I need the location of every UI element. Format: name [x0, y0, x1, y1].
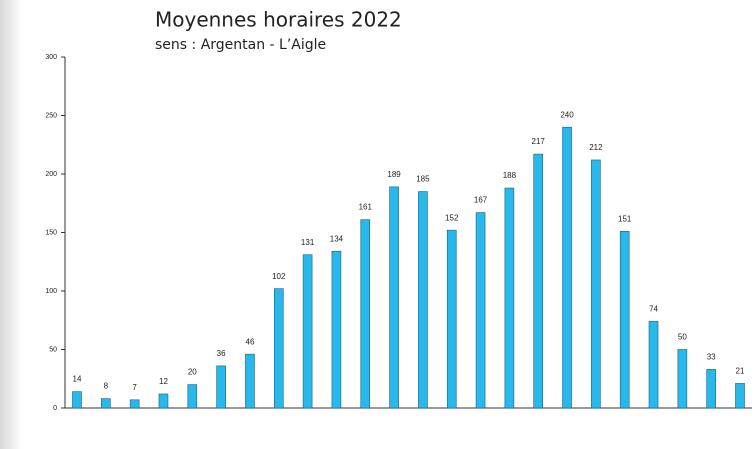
value-label: 217: [532, 137, 546, 146]
value-label: 20: [188, 368, 197, 377]
bar: [360, 219, 371, 409]
bar: [446, 229, 457, 409]
bar: [648, 321, 659, 409]
value-label: 33: [707, 352, 716, 361]
bar: [72, 391, 82, 409]
value-label: 131: [301, 238, 315, 247]
value-label: 74: [649, 305, 658, 314]
value-label: 21: [736, 367, 745, 376]
page-edge: [0, 0, 22, 449]
bar: [706, 369, 716, 409]
y-tick-label: 250: [45, 112, 57, 119]
value-label: 134: [330, 234, 344, 243]
bar: [187, 384, 198, 409]
bar: [677, 349, 688, 409]
value-label: 12: [159, 377, 168, 386]
value-label: 102: [272, 272, 286, 281]
value-label: 161: [359, 203, 373, 212]
value-label: 167: [474, 196, 488, 205]
y-tick-label: 150: [45, 229, 57, 236]
bar: [735, 383, 745, 409]
bar: [389, 186, 399, 409]
bar: [216, 365, 226, 409]
y-tick-label: 300: [45, 54, 57, 61]
y-tick-label: 100: [45, 288, 57, 295]
value-label: 8: [104, 382, 109, 391]
bar: [331, 250, 342, 409]
chart-subtitle: sens : Argentan - L’Aigle: [155, 37, 326, 53]
bar: [619, 231, 630, 409]
value-label: 7: [132, 383, 137, 392]
bar: [562, 126, 572, 409]
bar: [418, 191, 428, 409]
bar: [302, 254, 313, 409]
y-tick-label: 200: [45, 171, 57, 178]
bar: [273, 288, 284, 409]
bar: [591, 159, 601, 409]
value-label: 36: [217, 349, 226, 358]
value-label: 50: [678, 333, 687, 342]
value-label: 240: [560, 110, 574, 119]
value-label: 152: [445, 213, 459, 222]
y-tick-label: 0: [53, 405, 57, 412]
bar: [101, 398, 111, 409]
bar: [504, 187, 515, 409]
bar: [158, 393, 169, 409]
value-label: 188: [503, 171, 517, 180]
value-label: 185: [416, 175, 430, 184]
value-label: 189: [387, 170, 401, 179]
value-label: 14: [73, 375, 82, 384]
y-tick-label: 50: [49, 346, 57, 353]
value-label: 212: [589, 143, 603, 152]
bar: [245, 353, 255, 409]
value-label: 46: [246, 337, 255, 346]
value-label: 151: [618, 214, 632, 223]
chart-title: Moyennes horaires 2022: [155, 8, 402, 32]
bar: [475, 212, 486, 409]
bar: [533, 153, 544, 409]
bar: [129, 399, 140, 409]
